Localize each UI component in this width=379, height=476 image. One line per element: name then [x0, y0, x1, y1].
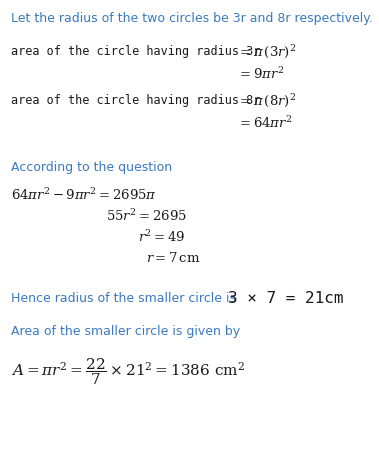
- Text: According to the question: According to the question: [11, 161, 172, 174]
- Text: $A = \pi r^{2} = \dfrac{22}{7} \times 21^{2} = 1386\ \mathrm{cm}^{2}$: $A = \pi r^{2} = \dfrac{22}{7} \times 21…: [11, 356, 245, 387]
- Text: $r^{2} = 49$: $r^{2} = 49$: [138, 228, 186, 244]
- Text: Let the radius of the two circles be 3r and 8r respectively.: Let the radius of the two circles be 3r …: [11, 11, 373, 25]
- Text: area of the circle having radius 8r: area of the circle having radius 8r: [11, 93, 261, 107]
- Text: $= \pi\,(3r)^{2}$: $= \pi\,(3r)^{2}$: [237, 42, 296, 60]
- Text: $= 64\pi r^{2}$: $= 64\pi r^{2}$: [237, 115, 293, 131]
- Text: Area of the smaller circle is given by: Area of the smaller circle is given by: [11, 324, 241, 337]
- Text: Hence radius of the smaller circle is: Hence radius of the smaller circle is: [11, 291, 236, 305]
- Text: $r = 7\,\mathrm{cm}$: $r = 7\,\mathrm{cm}$: [146, 250, 200, 264]
- Text: $55r^{2} = 2695$: $55r^{2} = 2695$: [106, 207, 187, 223]
- Text: 3 × 7 = 21cm: 3 × 7 = 21cm: [228, 290, 344, 306]
- Text: $= 9\pi r^{2}$: $= 9\pi r^{2}$: [237, 66, 284, 82]
- Text: area of the circle having radius 3r: area of the circle having radius 3r: [11, 44, 261, 58]
- Text: $64\pi r^{2} - 9\pi r^{2} = 2695\pi$: $64\pi r^{2} - 9\pi r^{2} = 2695\pi$: [11, 186, 157, 202]
- Text: $= \pi\,(8r)^{2}$: $= \pi\,(8r)^{2}$: [237, 91, 296, 109]
